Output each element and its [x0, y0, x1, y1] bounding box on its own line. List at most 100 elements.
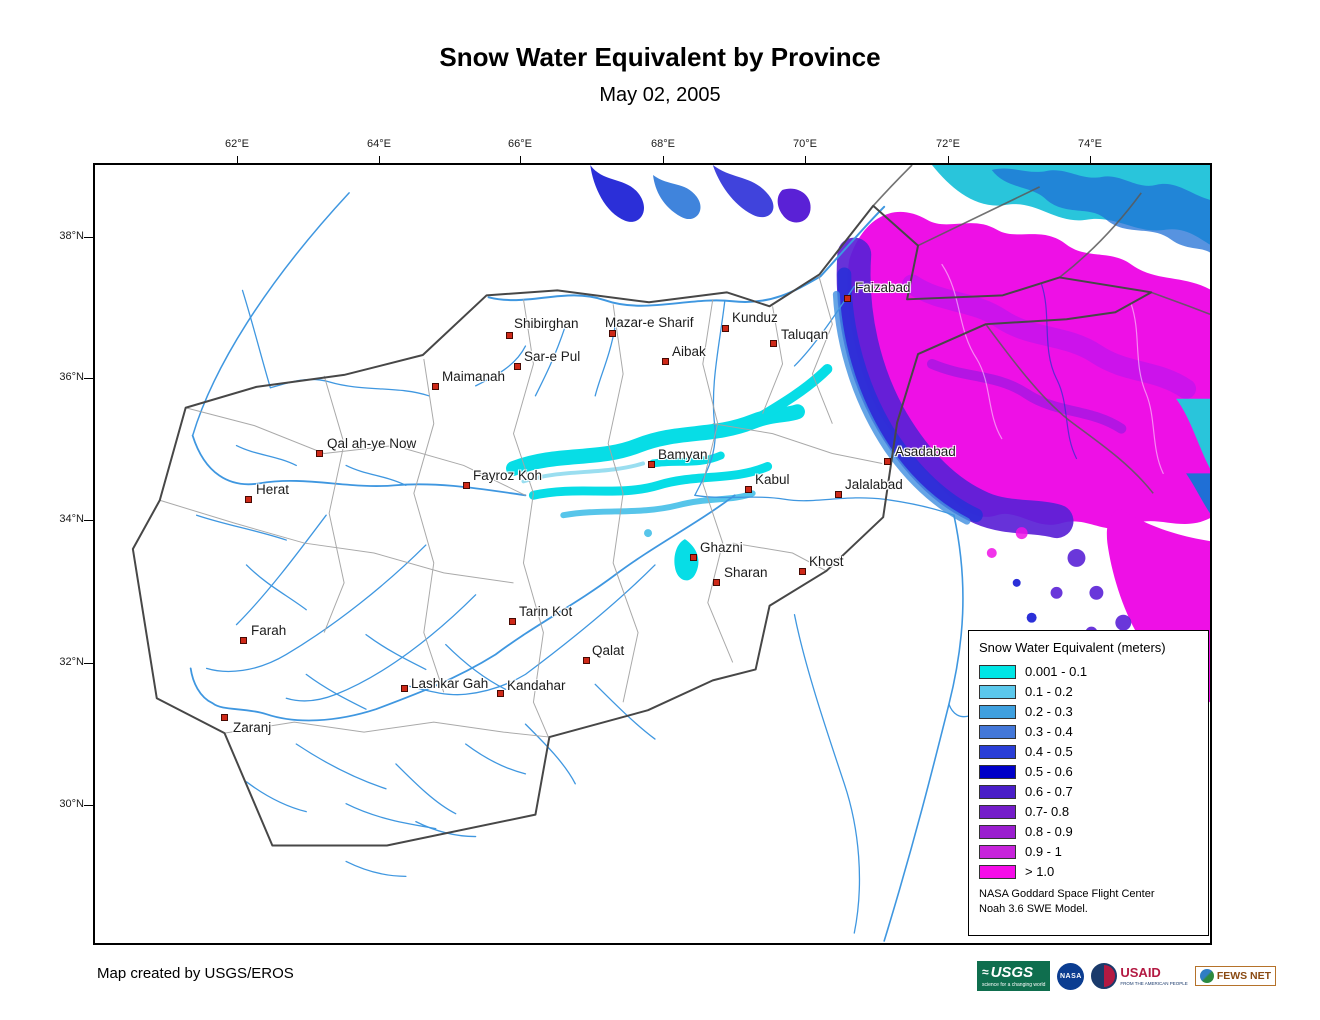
legend-row: > 1.0 — [979, 864, 1198, 879]
legend-row: 0.6 - 0.7 — [979, 784, 1198, 799]
legend-label: 0.4 - 0.5 — [1025, 744, 1073, 759]
nasa-logo: NASA — [1057, 962, 1085, 990]
lon-tick-label: 70°E — [793, 138, 817, 150]
fewsnet-logo: FEWS NET — [1194, 966, 1277, 986]
city-label: Fayroz Koh — [473, 468, 543, 483]
map-credit: Map created by USGS/EROS — [97, 965, 294, 982]
usgs-tagline: science for a changing world — [982, 981, 1046, 988]
legend-swatch — [979, 744, 1016, 759]
city-marker — [506, 332, 513, 339]
lon-tick-label: 64°E — [367, 138, 391, 150]
page-title: Snow Water Equivalent by Province — [439, 42, 881, 72]
legend-row: 0.001 - 0.1 — [979, 664, 1198, 679]
country-boundary — [131, 204, 1153, 847]
nasa-logo-text: NASA — [1059, 972, 1082, 980]
legend-label: 0.001 - 0.1 — [1025, 664, 1088, 679]
city-marker — [648, 461, 655, 468]
city-label: Asadabad — [895, 444, 956, 459]
legend-swatch — [979, 864, 1016, 879]
city-marker — [401, 685, 408, 692]
map-frame: Faizabad Kunduz Taluqan Mazar-e Sharif Shibi… — [93, 163, 1212, 945]
legend-swatch — [979, 764, 1016, 779]
page-subtitle: May 02, 2005 — [599, 84, 721, 106]
legend-row: 0.4 - 0.5 — [979, 744, 1198, 759]
city-marker — [316, 450, 323, 457]
city-marker — [245, 496, 252, 503]
city-label: Maimanah — [442, 369, 506, 384]
city-label: Mazar-e Sharif — [605, 315, 694, 330]
usaid-logo-text: USAID — [1120, 965, 1161, 981]
usgs-logo-text: USGS — [990, 963, 1034, 981]
city-label: Faizabad — [855, 280, 911, 295]
usaid-tagline: FROM THE AMERICAN PEOPLE — [1120, 980, 1188, 986]
city-label: Sharan — [724, 565, 768, 580]
legend-label: 0.2 - 0.3 — [1025, 704, 1073, 719]
legend-row: 0.1 - 0.2 — [979, 684, 1198, 699]
legend-label: 0.1 - 0.2 — [1025, 684, 1073, 699]
city-marker — [799, 568, 806, 575]
legend-row: 0.9 - 1 — [979, 844, 1198, 859]
legend-swatch — [979, 844, 1016, 859]
lat-tick-label: 30°N — [59, 798, 84, 810]
lon-tick-label: 62°E — [225, 138, 249, 150]
legend-label: > 1.0 — [1025, 864, 1055, 879]
city-label: Aibak — [672, 344, 706, 359]
legend-label: 0.6 - 0.7 — [1025, 784, 1073, 799]
usaid-seal-icon — [1091, 963, 1118, 989]
fewsnet-globe-icon — [1199, 969, 1214, 983]
city-marker — [497, 690, 504, 697]
lon-tick-label: 74°E — [1078, 138, 1102, 150]
lon-tick-label: 66°E — [508, 138, 532, 150]
city-label: Zaranj — [233, 720, 272, 735]
snow-layer — [506, 165, 1210, 703]
city-label: Ghazni — [700, 540, 743, 555]
legend-swatch — [979, 704, 1016, 719]
city-marker — [583, 657, 590, 664]
legend-label: 0.9 - 1 — [1025, 844, 1062, 859]
city-label: Tarin Kot — [519, 604, 573, 619]
city-label: Herat — [256, 482, 290, 497]
legend-row: 0.8 - 0.9 — [979, 824, 1198, 839]
lat-tick-label: 32°N — [59, 656, 84, 668]
city-marker — [662, 358, 669, 365]
legend-items: 0.001 - 0.1 0.1 - 0.2 0.2 - 0.3 0.3 - 0.4 0.… — [979, 664, 1198, 879]
city-label: Khost — [809, 554, 844, 569]
city-label: Kabul — [755, 472, 790, 487]
legend-swatch — [979, 784, 1016, 799]
legend-footer-line1: NASA Goddard Space Flight Center — [979, 888, 1155, 900]
city-marker — [240, 637, 247, 644]
city-label: Kunduz — [732, 310, 778, 325]
usaid-logo-textblock: USAID FROM THE AMERICAN PEOPLE — [1120, 965, 1188, 986]
lat-tick-label: 36°N — [59, 371, 84, 383]
lon-tick-label: 68°E — [651, 138, 675, 150]
legend-label: 0.7- 0.8 — [1025, 804, 1070, 819]
legend-swatch — [979, 684, 1016, 699]
city-marker — [722, 325, 729, 332]
legend-label: 0.3 - 0.4 — [1025, 724, 1073, 739]
legend-swatch — [979, 804, 1016, 819]
city-marker — [770, 340, 777, 347]
city-marker — [463, 482, 470, 489]
legend-swatch — [979, 724, 1016, 739]
city-marker — [745, 486, 752, 493]
city-label: Sar-e Pul — [524, 349, 581, 364]
city-marker — [221, 714, 228, 721]
legend-footer: NASA Goddard Space Flight Center Noah 3.… — [979, 887, 1198, 917]
city-marker — [609, 330, 616, 337]
legend-row: 0.3 - 0.4 — [979, 724, 1198, 739]
city-layer: Faizabad Kunduz Taluqan Mazar-e Sharif Shibi… — [95, 165, 1210, 943]
city-label: Farah — [251, 623, 287, 638]
logo-row: ≈ USGS science for a changing world NASA… — [977, 957, 1277, 995]
fewsnet-logo-text: FEWS NET — [1216, 970, 1272, 982]
city-marker — [713, 579, 720, 586]
usgs-wave-icon: ≈ — [982, 965, 989, 979]
city-label: Qalat — [592, 643, 625, 658]
map-graphic — [131, 165, 1210, 942]
city-label: Shibirghan — [514, 316, 579, 331]
lat-tick-label: 38°N — [59, 230, 84, 242]
city-marker — [514, 363, 521, 370]
city-marker — [432, 383, 439, 390]
city-label: Kandahar — [507, 678, 566, 693]
foreign-boundary-layer — [872, 165, 1210, 494]
lat-tick-label: 34°N — [59, 513, 84, 525]
